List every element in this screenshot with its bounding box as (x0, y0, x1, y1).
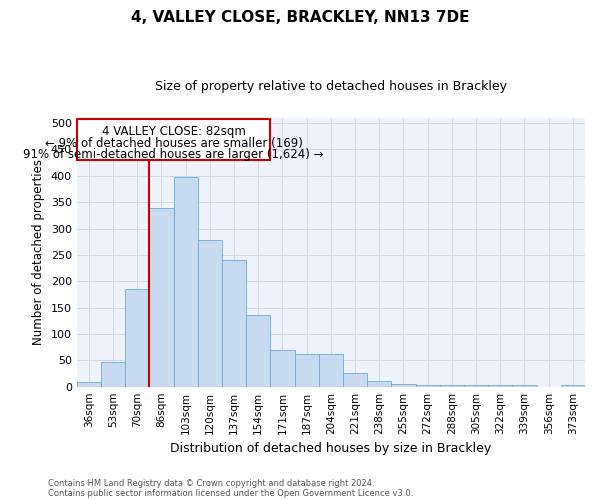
Bar (295, 354, 319, 386)
Y-axis label: Number of detached properties: Number of detached properties (32, 159, 45, 345)
Text: Contains HM Land Registry data © Crown copyright and database right 2024.: Contains HM Land Registry data © Crown c… (48, 478, 374, 488)
Bar (319, 354, 343, 386)
Bar (488, 385, 512, 386)
Bar (367, 381, 391, 386)
X-axis label: Distribution of detached houses by size in Brackley: Distribution of detached houses by size … (170, 442, 491, 455)
Text: 91% of semi-detached houses are larger (1,624) →: 91% of semi-detached houses are larger (… (23, 148, 324, 161)
Bar (101, 362, 125, 386)
Text: ← 9% of detached houses are smaller (169): ← 9% of detached houses are smaller (169… (44, 138, 302, 150)
Bar (416, 384, 440, 386)
Bar (246, 315, 271, 386)
Bar (464, 385, 488, 386)
Text: 4, VALLEY CLOSE, BRACKLEY, NN13 7DE: 4, VALLEY CLOSE, BRACKLEY, NN13 7DE (131, 10, 469, 25)
Text: 4 VALLEY CLOSE: 82sqm: 4 VALLEY CLOSE: 82sqm (101, 125, 245, 138)
Bar (512, 385, 536, 386)
FancyBboxPatch shape (77, 119, 270, 160)
Bar (77, 382, 101, 386)
Bar (391, 384, 416, 386)
Bar (222, 260, 246, 386)
Bar (173, 178, 198, 386)
Bar (149, 208, 173, 386)
Bar (198, 240, 222, 386)
Bar (561, 384, 585, 386)
Bar (343, 374, 367, 386)
Text: Contains public sector information licensed under the Open Government Licence v3: Contains public sector information licen… (48, 488, 413, 498)
Bar (125, 289, 149, 386)
Bar (271, 350, 295, 387)
Title: Size of property relative to detached houses in Brackley: Size of property relative to detached ho… (155, 80, 507, 93)
Bar (440, 385, 464, 386)
